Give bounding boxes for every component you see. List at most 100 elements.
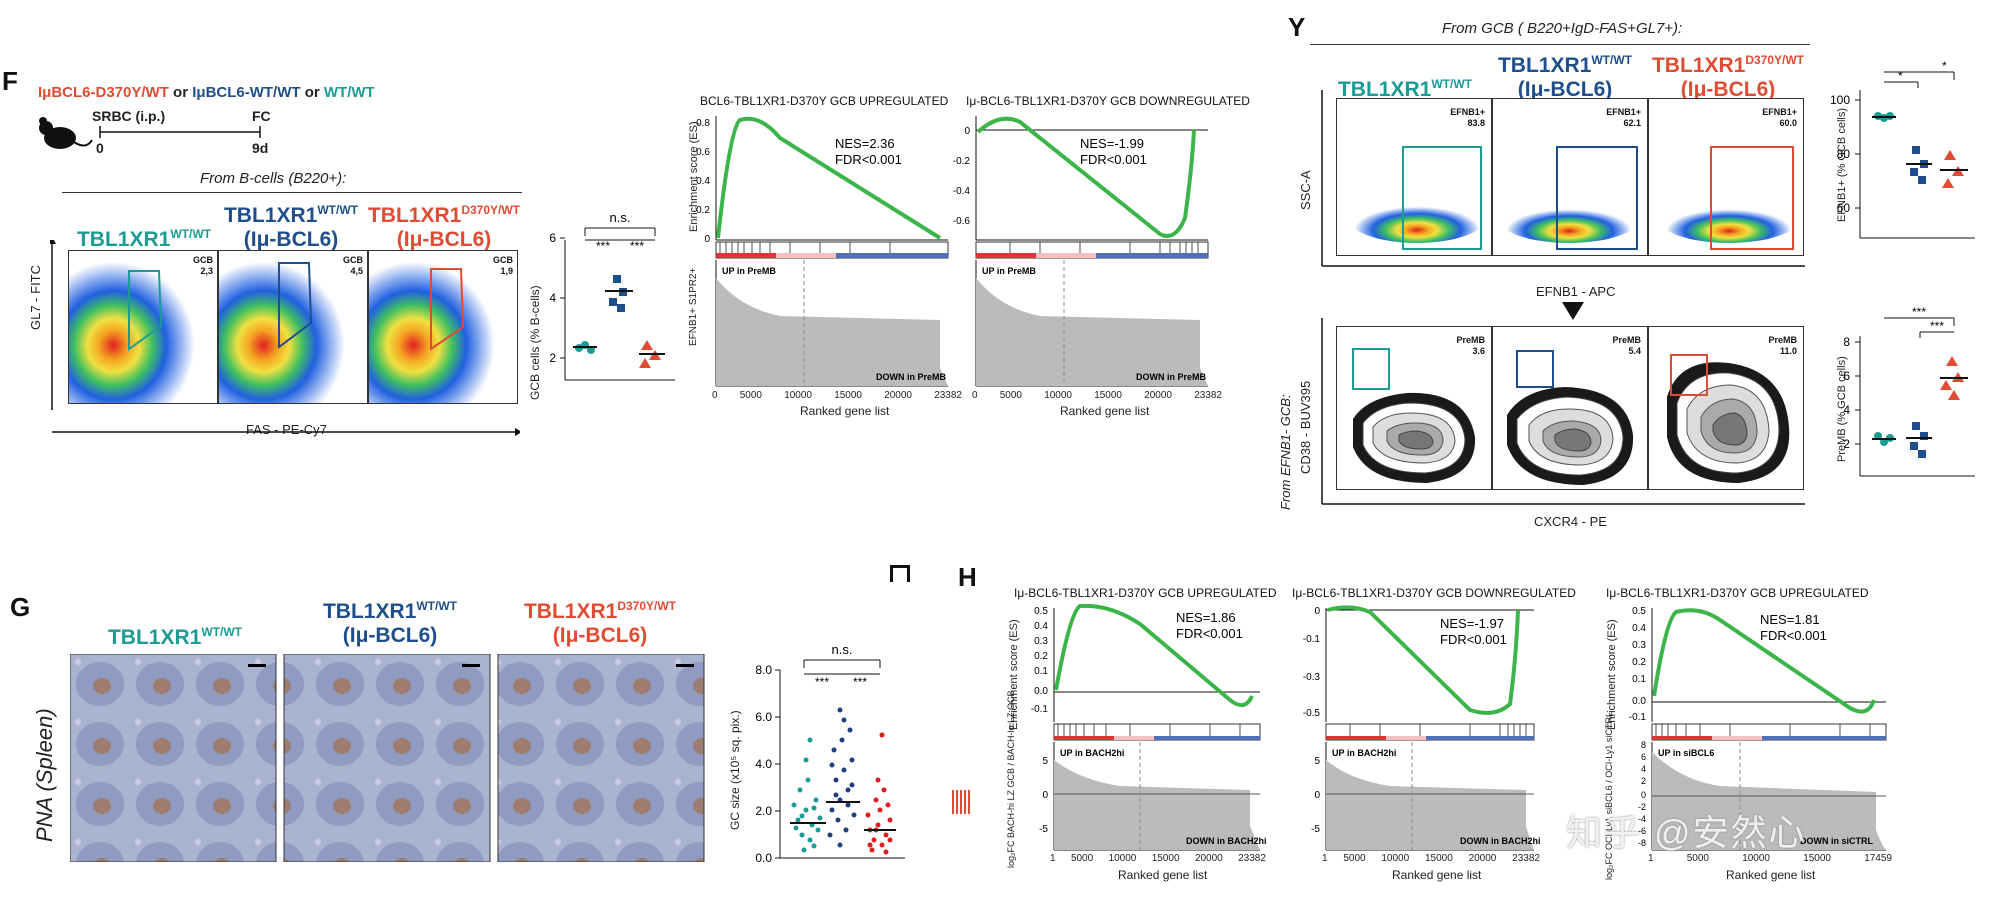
f-axes xyxy=(50,240,520,436)
y-premb-plot-3: PreMB 11.0 xyxy=(1648,326,1804,490)
h-plot-1-title: Iμ-BCL6-TBL1XR1-D370Y GCB UPREGULATED xyxy=(1014,586,1277,600)
svg-text:FDR<0.001: FDR<0.001 xyxy=(1440,632,1507,647)
f-x-axis: FAS - PE-Cy7 xyxy=(246,422,327,437)
scale-bar-3 xyxy=(676,664,694,667)
f-sig-1: *** xyxy=(596,239,610,253)
genotype-legend: IμBCL6-D370Y/WT or IμBCL6-WT/WT or WT/WT xyxy=(38,84,375,101)
h-es-curve-3 xyxy=(1652,608,1876,714)
y-header-2: TBL1XR1WT/WT (Iμ-BCL6) xyxy=(1497,53,1632,101)
svg-text:0: 0 xyxy=(1314,790,1320,801)
timeline-t0: 0 xyxy=(96,140,104,156)
svg-text:NES=-1.97: NES=-1.97 xyxy=(1440,616,1504,631)
svg-text:-2: -2 xyxy=(1638,802,1646,812)
svg-text:-4: -4 xyxy=(1638,814,1646,824)
f-header-2: TBL1XR1WT/WT (Iμ-BCL6) xyxy=(223,203,358,251)
svg-text:-0.4: -0.4 xyxy=(953,186,971,197)
fragment-corner xyxy=(890,565,910,582)
f-y-axis: GL7 - FITC xyxy=(28,264,43,330)
svg-text:8.0: 8.0 xyxy=(755,663,772,677)
svg-text:-0.1: -0.1 xyxy=(1629,712,1647,723)
svg-text:0.0: 0.0 xyxy=(1034,686,1048,697)
y-premb-plot-2: PreMB 5.4 xyxy=(1492,326,1648,490)
f-dot-ylabel: GCB cells (% B-cells) xyxy=(528,285,542,400)
fdr-1: FDR<0.001 xyxy=(835,152,902,167)
timeline-t1: 9d xyxy=(252,140,269,156)
svg-text:0.1: 0.1 xyxy=(1034,666,1048,677)
y-bottom-axes xyxy=(1321,318,1805,505)
h-plot-2-title: Iμ-BCL6-TBL1XR1-D370Y GCB DOWNREGULATED xyxy=(1292,586,1576,600)
svg-text:0.6: 0.6 xyxy=(696,147,710,158)
f-dot-plot: 6 4 2 n.s. *** *** xyxy=(549,210,675,381)
svg-text:0.4: 0.4 xyxy=(1632,623,1646,634)
h-es-curve-1 xyxy=(1054,603,1254,708)
y-dot-plot-2: 8 6 4 2 *** *** xyxy=(1843,306,1975,477)
svg-text:NES=1.81: NES=1.81 xyxy=(1760,612,1820,627)
mouse-timeline xyxy=(39,117,261,149)
y-premb-plot-1: PreMB 3.6 xyxy=(1336,326,1492,490)
g-histology xyxy=(70,654,705,862)
panel-letter-g: G xyxy=(10,592,31,622)
f-flow-plot-3: GCB 1,9 xyxy=(368,250,518,404)
es-curve-2 xyxy=(976,116,1196,238)
f-ns-label: n.s. xyxy=(610,210,631,225)
g-header-3: TBL1XR1D370Y/WT (Iμ-BCL6) xyxy=(523,599,677,647)
svg-text:-0.1: -0.1 xyxy=(1303,634,1321,645)
svg-text:*: * xyxy=(1898,69,1903,83)
svg-text:0: 0 xyxy=(704,234,710,245)
scale-bar-1 xyxy=(248,664,266,667)
y-dot2-ylabel: PreMB (% GCB cells) xyxy=(1836,356,1848,462)
gsea-top-2-xticks: 0 5000 10000 15000 20000 23382 xyxy=(972,390,1222,401)
svg-text:*: * xyxy=(1942,60,1947,73)
svg-text:5: 5 xyxy=(1314,756,1320,767)
gsea-top-1-xlabel: Ranked gene list xyxy=(800,404,890,418)
svg-text:-6: -6 xyxy=(1638,826,1646,836)
scale-bar-2 xyxy=(462,664,480,667)
h-plot-3-xticks: 1 5000 10000 15000 17459 xyxy=(1648,853,1892,864)
gsea-top-1-xticks: 0 5000 10000 15000 20000 23382 xyxy=(712,390,962,401)
svg-text:4: 4 xyxy=(1641,764,1646,774)
svg-text:0.2: 0.2 xyxy=(696,205,710,216)
y-efnb1-plot-1: EFNB1+ 83.8 xyxy=(1336,98,1492,256)
svg-text:UP in BACH2hi: UP in BACH2hi xyxy=(1332,748,1396,758)
svg-text:FDR<0.001: FDR<0.001 xyxy=(1760,628,1827,643)
f-ytick-6: 6 xyxy=(549,231,556,245)
y-bottom-xaxis: CXCR4 - PE xyxy=(1534,514,1607,529)
g-dot-ylabel: GC size (x10⁵ sq. pix.) xyxy=(728,710,742,830)
g-image-2 xyxy=(283,654,491,862)
gsea-top-1-title: BCL6-TBL1XR1-D370Y GCB UPREGULATED xyxy=(700,94,949,108)
svg-text:n.s.: n.s. xyxy=(832,642,853,657)
svg-text:0: 0 xyxy=(964,126,970,137)
svg-text:6.0: 6.0 xyxy=(755,710,772,724)
svg-text:-0.3: -0.3 xyxy=(1303,672,1321,683)
panel-letter-h: H xyxy=(958,562,977,592)
svg-text:4.0: 4.0 xyxy=(755,757,772,771)
svg-text:0.5: 0.5 xyxy=(1632,606,1646,617)
svg-text:DOWN in siCTRL: DOWN in siCTRL xyxy=(1800,836,1873,846)
svg-text:2: 2 xyxy=(1843,437,1850,451)
h-gsea-plots: 0.5 0.4 0.3 0.2 0.1 0.0 -0.1 NES=1.86 FD… xyxy=(1031,603,1887,851)
watermark: 知乎 @安然心 xyxy=(1566,812,1807,853)
hit-ticks-1 xyxy=(719,242,891,253)
svg-text:0.4: 0.4 xyxy=(1034,621,1048,632)
nes-1: NES=2.36 xyxy=(835,136,895,151)
svg-text:NES=1.86: NES=1.86 xyxy=(1176,610,1236,625)
svg-text:0.3: 0.3 xyxy=(1034,636,1048,647)
svg-text:100: 100 xyxy=(1830,93,1850,107)
svg-text:UP in BACH2hi: UP in BACH2hi xyxy=(1060,748,1124,758)
f-flow-plot-1: GCB 2,3 xyxy=(68,250,218,404)
svg-text:***: *** xyxy=(1930,319,1944,333)
gsea-top-1-ylabel: Enrichment score (ES) xyxy=(688,121,700,232)
f-sig-2: *** xyxy=(630,239,644,253)
nes-2: NES=-1.99 xyxy=(1080,136,1144,151)
gsea-top-1-sidelabel: EFNB1+ S1PR2+ xyxy=(688,267,699,346)
panel-letter-y: Y xyxy=(1288,12,1306,42)
svg-text:0.2: 0.2 xyxy=(1632,657,1646,668)
svg-text:0.0: 0.0 xyxy=(1632,696,1646,707)
y-header-3: TBL1XR1D370Y/WT (Iμ-BCL6) xyxy=(1651,53,1805,101)
svg-text:8: 8 xyxy=(1641,740,1646,750)
svg-text:60: 60 xyxy=(1837,201,1851,215)
y-top-axes xyxy=(1321,90,1805,267)
g-dot-plot: 8.0 6.0 4.0 2.0 0.0 n.s. *** *** xyxy=(755,642,905,865)
svg-text:***: *** xyxy=(853,675,867,689)
gsea-top-plots: 0.8 0.6 0.4 0.2 0 NES=2.36 FDR<0.001 UP … xyxy=(696,116,1209,387)
